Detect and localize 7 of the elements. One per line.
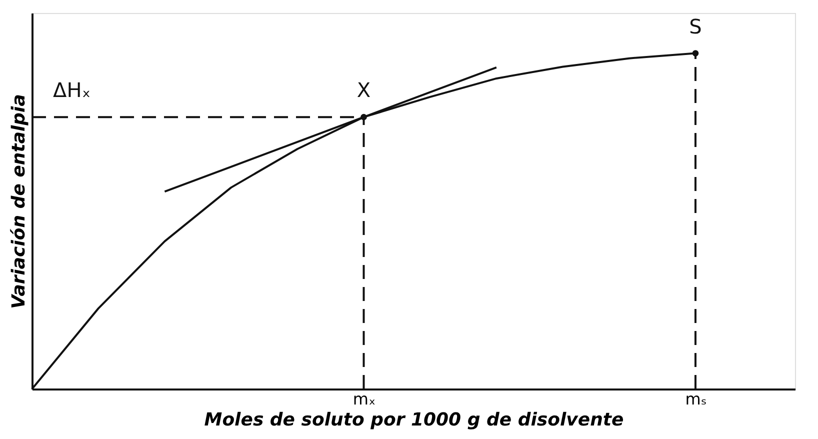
annotation: X	[356, 78, 371, 102]
x-tick-label: mₛ	[685, 390, 707, 408]
x-tick-label: mₓ	[352, 390, 376, 408]
y-axis-title: Variación de entalpia	[8, 94, 30, 309]
annotation: S	[689, 14, 702, 38]
annotation: ΔHₓ	[53, 78, 91, 102]
x-axis-title: Moles de soluto por 1000 g de disolvente	[204, 410, 624, 430]
